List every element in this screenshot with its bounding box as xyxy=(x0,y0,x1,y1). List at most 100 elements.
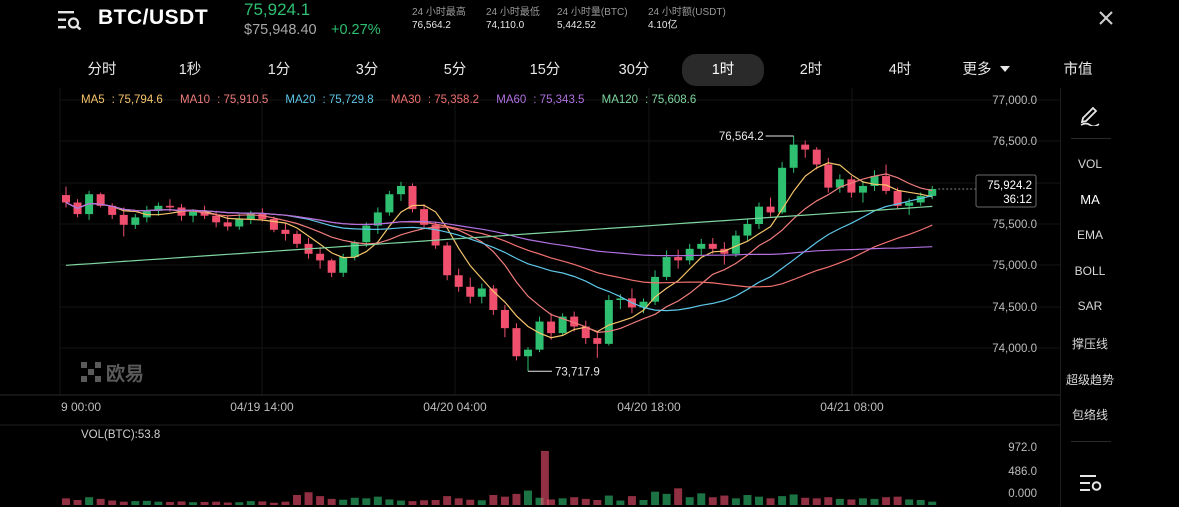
candle-body xyxy=(766,206,775,213)
candle-body xyxy=(535,321,544,350)
legend-ma5-name: MA5 xyxy=(81,94,105,106)
high-marker-label: 76,564.2 xyxy=(719,131,764,143)
volume-bar xyxy=(500,496,509,505)
candle-body xyxy=(847,179,856,193)
volume-bar xyxy=(858,498,867,505)
chevron-down-icon xyxy=(999,66,1010,72)
tab-15m[interactable]: 15分 xyxy=(529,62,561,78)
volume-bar xyxy=(281,501,290,505)
y-tick-label: 76,500.0 xyxy=(992,136,1037,148)
volume-bar xyxy=(420,500,429,505)
volume-bar xyxy=(604,495,613,505)
candlestick-chart[interactable]: 77,000.076,500.076,000.075,500.075,000.0… xyxy=(0,88,1060,507)
candle-body xyxy=(316,253,325,261)
volume-bar xyxy=(616,500,625,505)
candle-body xyxy=(466,286,475,297)
volume-bar xyxy=(674,488,683,505)
legend-ma20: MA20: 75,729.8 xyxy=(285,94,374,106)
indicator-support-resistance[interactable]: 撑压线 xyxy=(1071,337,1108,351)
low-marker-label: 73,717.9 xyxy=(555,366,600,378)
indicator-ma[interactable]: MA xyxy=(1080,192,1100,207)
candle-body xyxy=(916,195,925,203)
volume-bar xyxy=(489,495,498,505)
volume-bar xyxy=(535,497,544,505)
tab-4h[interactable]: 4时 xyxy=(888,62,912,78)
legend-ma5: MA5: 75,794.6 xyxy=(81,94,163,106)
tab-2h[interactable]: 2时 xyxy=(799,62,823,78)
legend-ma30-name: MA30 xyxy=(390,94,421,106)
indicator-sar[interactable]: SAR xyxy=(1077,299,1103,313)
legend-ma60: MA60: 75,343.5 xyxy=(496,94,585,106)
volume-bar xyxy=(540,451,549,505)
candle-body xyxy=(547,321,556,334)
candle-body xyxy=(281,229,290,234)
ma60-line xyxy=(65,201,933,257)
volume-bar xyxy=(512,493,521,505)
indicator-vol[interactable]: VOL xyxy=(1077,157,1102,171)
volume-bar xyxy=(293,495,301,505)
usd-price: $75,948.40 xyxy=(244,22,317,38)
candle-body xyxy=(524,349,532,357)
volume-bar xyxy=(396,500,405,505)
menu-search-icon[interactable] xyxy=(58,10,82,30)
candle-body xyxy=(131,217,140,225)
volume-bar xyxy=(62,498,70,505)
tab-3m[interactable]: 3分 xyxy=(355,62,379,78)
candle-body xyxy=(235,219,244,227)
candle-body xyxy=(812,149,821,165)
volume-bar xyxy=(466,499,475,505)
volume-bar xyxy=(385,499,394,505)
volume-bar xyxy=(131,501,140,505)
legend-ma20-value: 75,729.8 xyxy=(328,94,374,106)
y-tick-label: 74,000.0 xyxy=(992,343,1037,355)
stat-label: 24 小时量(BTC) xyxy=(557,7,628,18)
legend-ma60-value: 75,343.5 xyxy=(539,94,585,106)
volume-bar xyxy=(627,496,636,505)
current-price-tag xyxy=(975,174,1037,208)
candle-body xyxy=(870,176,879,186)
last-price: 75,924.1 xyxy=(244,0,311,19)
volume-bar xyxy=(708,497,717,505)
settings-list-icon[interactable] xyxy=(1080,474,1102,492)
tab-1h[interactable]: 1时 xyxy=(682,54,764,86)
countdown-label: 36:12 xyxy=(1003,194,1032,206)
tab-market-cap[interactable]: 市值 xyxy=(1063,62,1093,78)
tab-1m[interactable]: 1分 xyxy=(267,62,291,78)
trading-pair-title[interactable]: BTC/USDT xyxy=(98,6,209,29)
volume-bar xyxy=(662,493,671,505)
candle-body xyxy=(443,245,452,276)
stat-value: 76,564.2 xyxy=(412,20,451,31)
candle-body xyxy=(662,257,671,277)
chart-panel[interactable]: 77,000.076,500.076,000.075,500.075,000.0… xyxy=(0,88,1060,507)
tab-1s[interactable]: 1秒 xyxy=(178,62,202,78)
candle-body xyxy=(154,205,163,211)
volume-bar xyxy=(812,498,821,505)
candle-body xyxy=(62,195,70,203)
legend-ma30: MA30: 75,358.2 xyxy=(390,94,480,106)
candle-body xyxy=(928,188,937,196)
legend-ma5-value: 75,794.6 xyxy=(118,94,163,106)
indicator-supertrend[interactable]: 超级趋势 xyxy=(1065,373,1114,387)
legend-ma10-name: MA10 xyxy=(180,94,211,106)
indicator-ema[interactable]: EMA xyxy=(1076,228,1103,242)
draw-tool-icon[interactable] xyxy=(1078,102,1102,126)
sidebar-divider xyxy=(1071,138,1111,139)
candle-body xyxy=(581,326,590,339)
volume-bar xyxy=(154,501,163,505)
volume-bar xyxy=(685,497,694,505)
close-icon[interactable] xyxy=(1096,8,1116,28)
indicator-boll[interactable]: BOLL xyxy=(1074,264,1106,278)
sidebar-divider xyxy=(1071,441,1111,442)
volume-bar xyxy=(142,500,151,505)
tab-more[interactable]: 更多 xyxy=(954,54,1018,86)
candle-body xyxy=(420,209,429,225)
tab-timeline[interactable]: 分时 xyxy=(87,62,117,78)
tab-30m[interactable]: 30分 xyxy=(618,62,650,78)
candle-body xyxy=(570,316,579,327)
tab-5m[interactable]: 5分 xyxy=(443,62,467,78)
indicator-envelope[interactable]: 包络线 xyxy=(1071,408,1108,422)
candle-body xyxy=(835,179,844,188)
volume-bar xyxy=(905,499,914,505)
ma120-line xyxy=(65,205,933,266)
volume-bar xyxy=(870,498,879,505)
